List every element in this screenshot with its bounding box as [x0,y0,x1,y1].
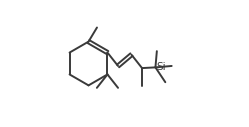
Text: Si: Si [157,62,167,72]
